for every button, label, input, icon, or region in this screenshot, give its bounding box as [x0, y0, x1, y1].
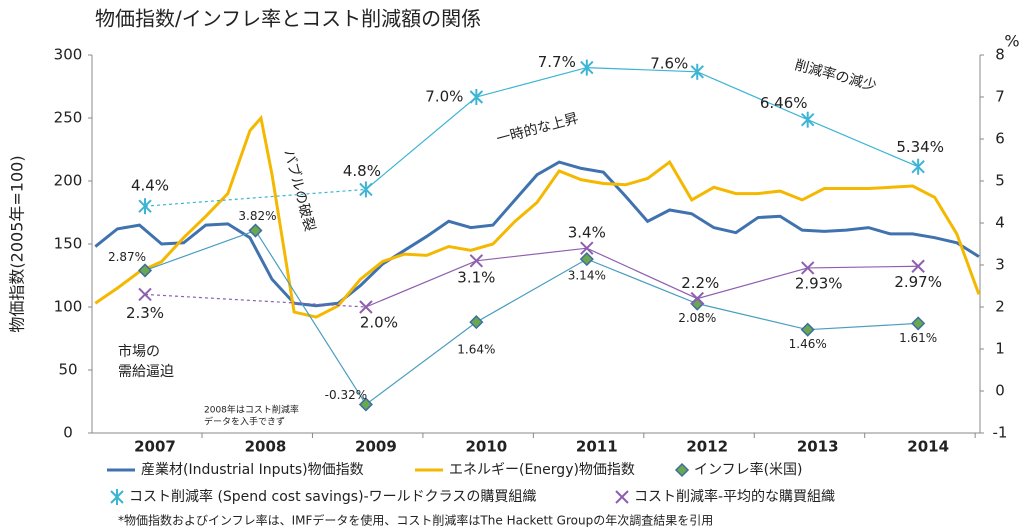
- y-tick-label: 100: [54, 298, 83, 316]
- legend-key: [615, 490, 629, 504]
- series-line: [94, 114, 981, 319]
- annotation: 需給逼迫: [118, 364, 174, 380]
- annotation: 一時的な上昇: [495, 111, 580, 148]
- annotation: バブルの破裂: [280, 148, 318, 234]
- x-tick-label: 2012: [686, 438, 728, 456]
- value-label: 2.97%: [894, 273, 942, 291]
- value-label: 1.64%: [457, 343, 495, 357]
- point-marker: [579, 252, 594, 267]
- y2-tick-label: 7: [995, 88, 1005, 106]
- value-label: 6.46%: [760, 94, 808, 112]
- y-tick-label: 300: [54, 46, 83, 64]
- annotation: 削減率の減少: [793, 56, 879, 94]
- value-label: 3.4%: [568, 224, 606, 242]
- footnote: *物価指数およびインフレ率は、IMFデータを使用、コスト削減率はThe Hack…: [118, 513, 713, 528]
- chart-title: 物価指数/インフレ率とコスト削減額の関係: [95, 7, 481, 31]
- y2-axis-label: %: [1004, 32, 1019, 51]
- y-tick-label: 200: [54, 172, 83, 190]
- y2-tick-label: 6: [995, 130, 1005, 148]
- annotation: 2008年はコスト削減率: [204, 404, 299, 416]
- y-tick-label: 150: [54, 235, 83, 253]
- x-tick-label: 2011: [576, 438, 618, 456]
- value-label: 3.82%: [238, 209, 276, 223]
- value-label: 7.6%: [650, 54, 688, 72]
- y2-tick-label: 8: [995, 46, 1005, 64]
- point-marker: [469, 254, 484, 268]
- series-line: [365, 66, 919, 190]
- value-label: 2.93%: [795, 274, 843, 292]
- y-tick-label: 250: [54, 109, 83, 127]
- value-label: 1.61%: [899, 331, 937, 345]
- value-label: 5.34%: [896, 138, 944, 156]
- legend-label: 産業材(Industrial Inputs)物価指数: [141, 462, 364, 478]
- value-label: 4.8%: [343, 162, 381, 180]
- y2-tick-label: 1: [995, 340, 1005, 358]
- y2-tick-label: 2: [995, 298, 1005, 316]
- x-tick-label: 2014: [907, 438, 949, 456]
- y2-tick-label: 3: [995, 256, 1005, 274]
- legend-key: [674, 462, 690, 478]
- y-tick-label: 50: [58, 361, 77, 379]
- legend-label: コスト削減率 (Spend cost savings)-ワールドクラスの購買組織: [129, 488, 536, 505]
- point-marker: [580, 59, 594, 76]
- y-axis-label: 物価指数(2005年=100): [8, 155, 27, 332]
- x-tick-label: 2013: [797, 438, 839, 456]
- value-label: 3.14%: [568, 269, 606, 283]
- legend-label: コスト削減率-平均的な購買組織: [634, 488, 835, 505]
- value-label: 2.2%: [681, 274, 719, 292]
- point-marker: [358, 397, 373, 412]
- y2-tick-label: 5: [995, 172, 1005, 190]
- value-label: 2.0%: [360, 314, 398, 332]
- series-line: [144, 229, 919, 406]
- annotation: データを入手できず: [204, 416, 285, 428]
- legend-label: エネルギー(Energy)物価指数: [449, 462, 635, 478]
- point-marker: [690, 63, 704, 80]
- y2-tick-label: -1: [993, 424, 1008, 442]
- series-line: [365, 247, 919, 308]
- y2-tick-label: 4: [995, 214, 1005, 232]
- point-marker: [138, 287, 152, 302]
- legend-label: インフレ率(米国): [694, 461, 803, 478]
- value-label: 4.4%: [131, 177, 169, 195]
- legend-key: [110, 489, 124, 505]
- series-line: [94, 160, 980, 308]
- value-label: 7.7%: [538, 53, 576, 71]
- annotation: 市場の: [118, 343, 160, 360]
- x-tick-label: 2007: [134, 438, 176, 456]
- gap-bridge: [144, 188, 366, 207]
- value-label: 2.3%: [126, 304, 164, 322]
- point-marker: [469, 315, 484, 330]
- point-marker: [359, 300, 373, 314]
- point-marker: [359, 181, 373, 198]
- x-tick-label: 2010: [465, 438, 507, 456]
- x-tick-label: 2008: [245, 438, 287, 456]
- gap-bridge: [144, 293, 366, 308]
- point-marker: [137, 263, 153, 278]
- x-tick-label: 2009: [355, 438, 397, 456]
- point-marker: [800, 111, 815, 128]
- value-label: 2.08%: [678, 311, 716, 325]
- point-marker: [911, 158, 925, 175]
- value-label: 7.0%: [425, 88, 463, 106]
- y2-tick-label: 0: [995, 382, 1005, 400]
- point-marker: [690, 291, 704, 306]
- value-label: 2.87%: [108, 250, 146, 264]
- point-marker: [800, 322, 815, 337]
- point-marker: [911, 316, 926, 331]
- point-marker: [580, 241, 594, 255]
- point-marker: [138, 198, 152, 215]
- value-label: -0.32%: [325, 388, 367, 402]
- point-marker: [469, 89, 484, 105]
- value-label: 3.1%: [457, 268, 495, 286]
- y-tick-label: 0: [63, 424, 73, 442]
- point-marker: [911, 259, 925, 273]
- point-marker: [800, 261, 815, 275]
- value-label: 1.46%: [789, 337, 827, 351]
- point-marker: [248, 223, 263, 238]
